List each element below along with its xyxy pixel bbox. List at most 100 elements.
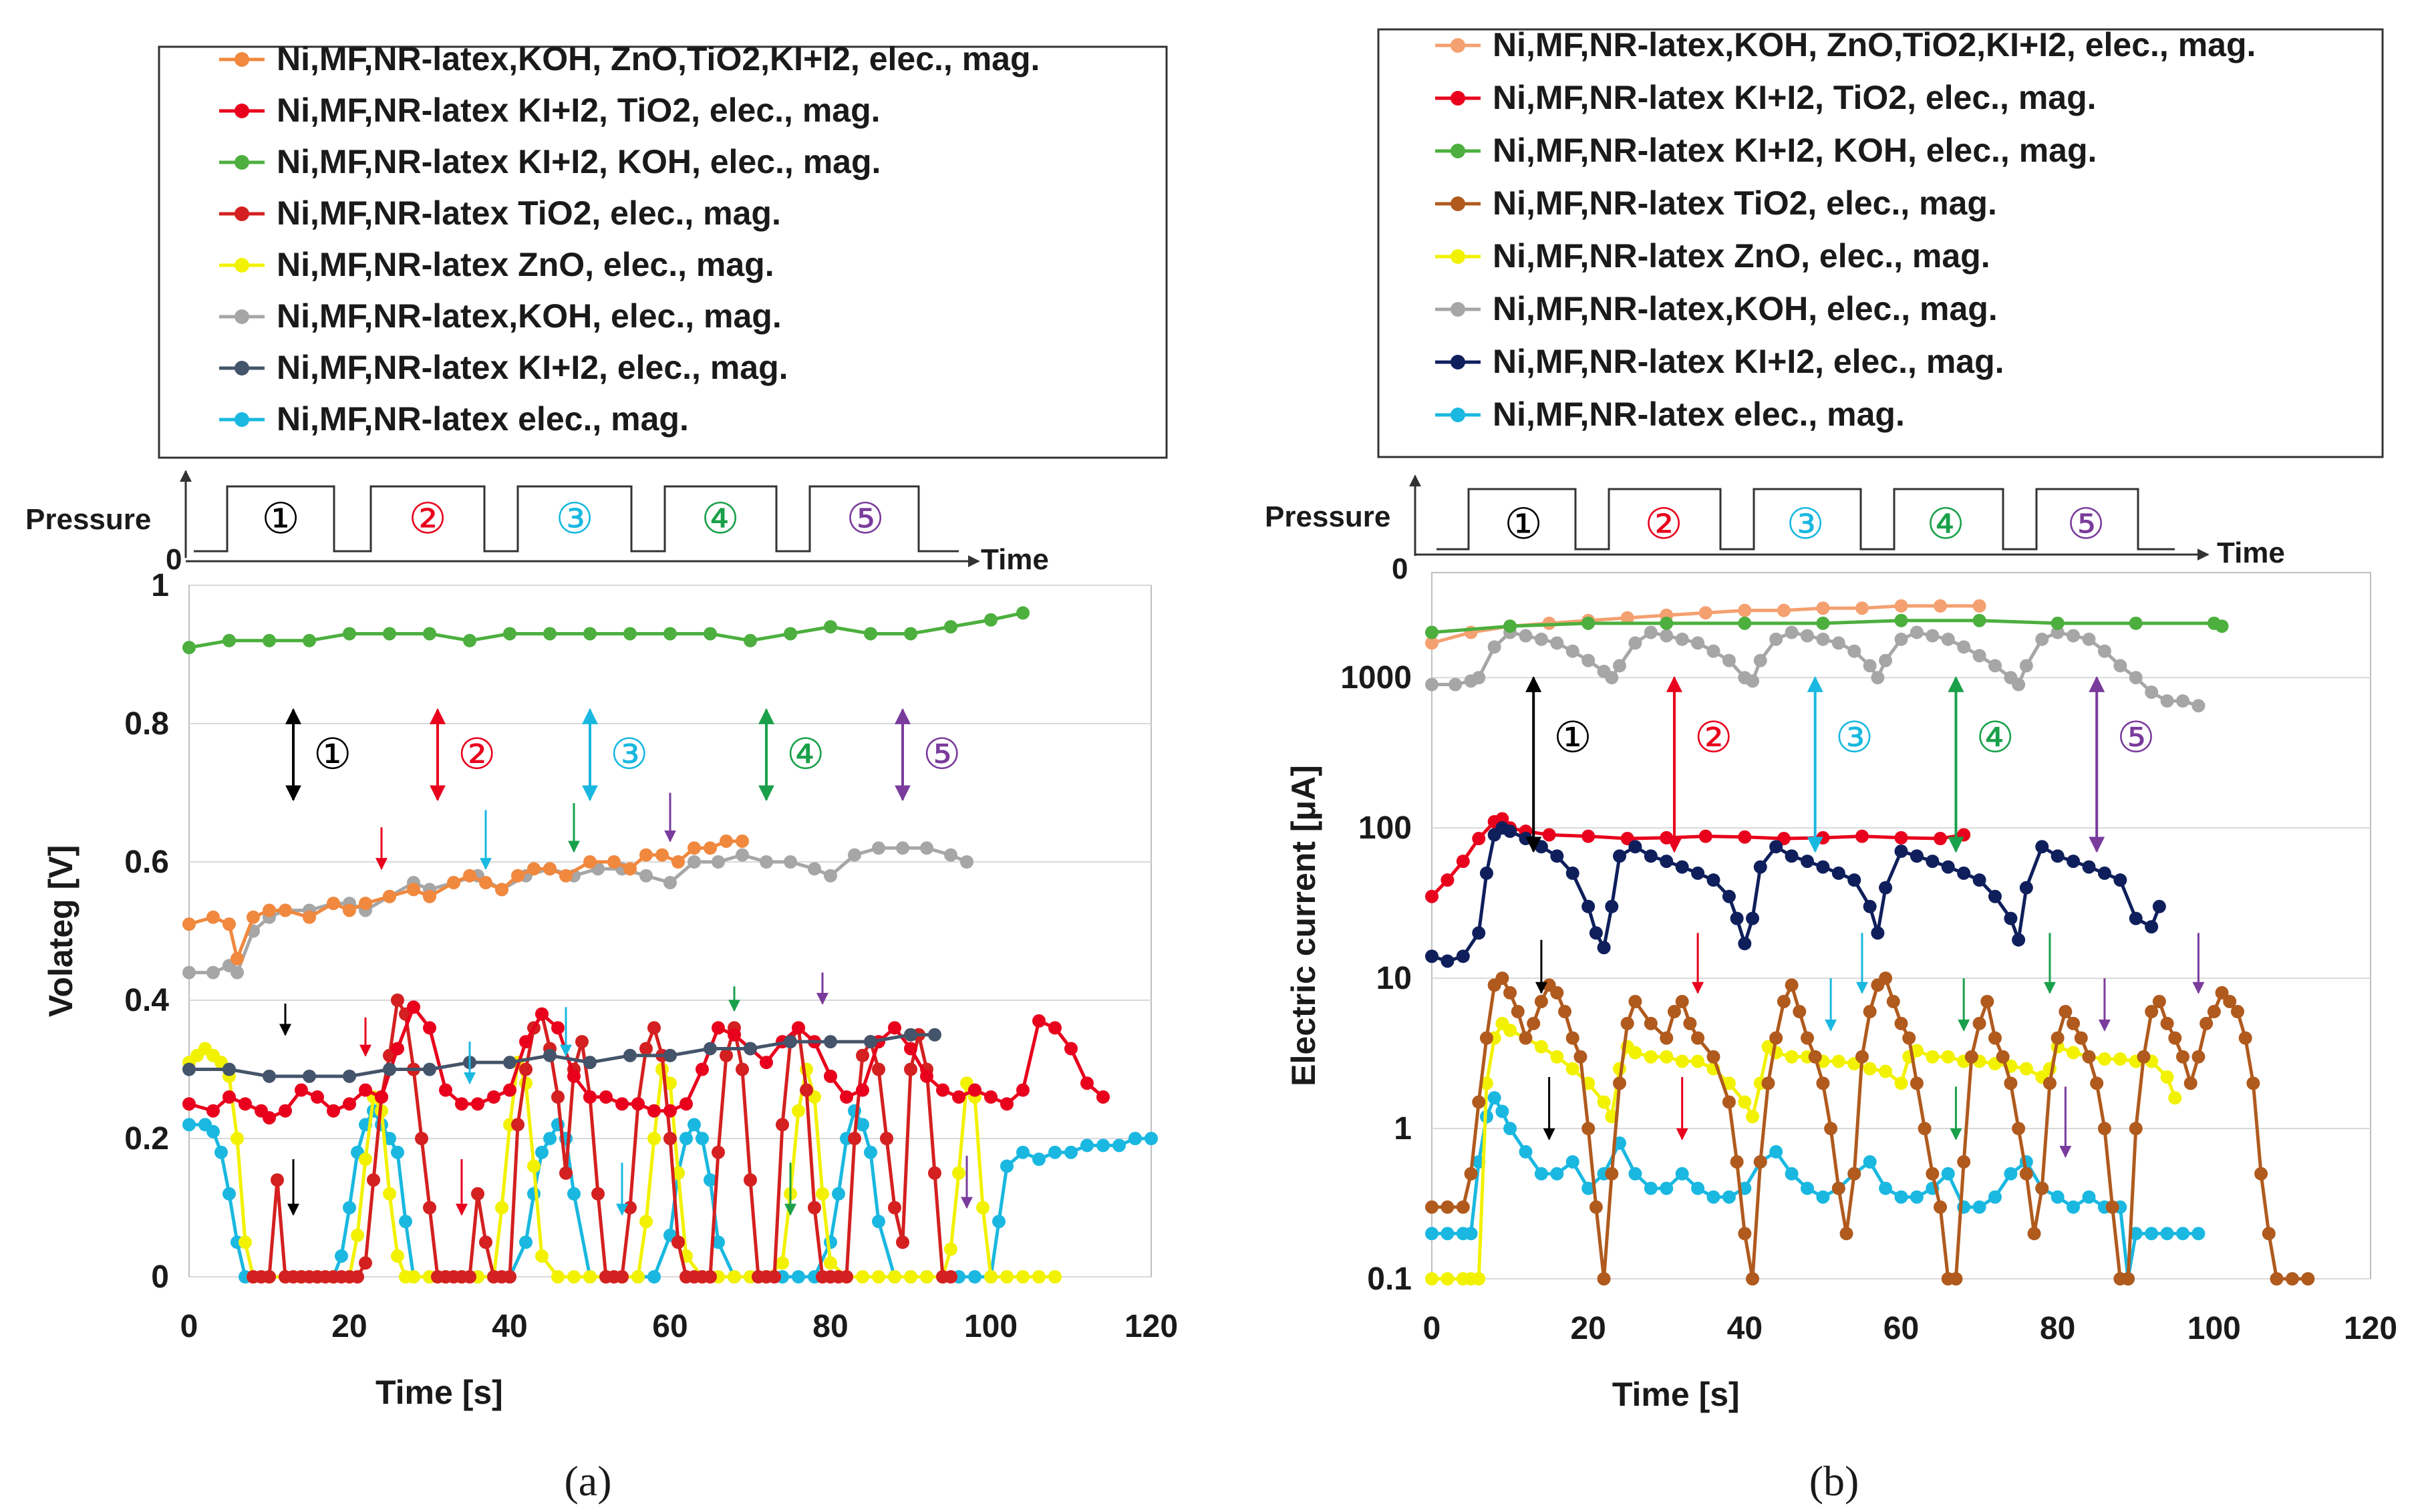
data-point [1831,866,1845,880]
data-point [1988,1031,2002,1045]
data-point [2067,1046,2081,1060]
data-point [1605,1167,1619,1181]
data-point [1934,1200,1948,1214]
data-point [383,1132,396,1145]
data-point [1675,860,1689,874]
data-point [1918,1122,1932,1136]
data-point [1816,1076,1830,1090]
data-point [736,834,749,848]
legend-label: Ni,MF,NR-latex elec., mag. [277,400,689,438]
x-tick-label: 60 [652,1309,688,1344]
data-point [1722,889,1736,903]
data-point [503,1270,516,1283]
data-point [182,1097,196,1111]
data-point [1785,849,1799,863]
data-point [1855,1050,1869,1064]
data-point [728,1028,741,1042]
data-point [1128,1132,1142,1145]
data-point [535,1249,549,1263]
data-point [383,889,396,903]
legend-swatch-marker [1451,408,1465,422]
data-point [2160,1070,2174,1084]
data-point [1511,1005,1525,1019]
data-point [2191,1227,2206,1241]
data-point [1565,1155,1579,1169]
data-point [351,1270,364,1283]
data-point [1628,1167,1642,1181]
data-point [872,1062,885,1076]
data-point [1503,986,1517,1000]
data-point [864,627,877,641]
data-point [952,1090,965,1104]
data-point [519,1062,533,1076]
data-point [2051,616,2065,630]
caption-a: (a) [564,1457,611,1505]
data-point [744,1173,757,1187]
data-point [1722,1095,1736,1109]
data-point [776,1118,789,1132]
data-point [279,1104,292,1118]
data-point [1769,840,1783,854]
data-point [1839,1227,1853,1241]
data-point [615,1270,629,1283]
data-point [1527,1016,1541,1030]
data-point [872,1270,885,1283]
data-point [1972,873,1986,887]
data-point [1934,832,1948,846]
data-point [2004,1076,2018,1090]
data-point [704,1042,717,1056]
data-point [1941,860,1955,874]
data-point [2121,1272,2135,1286]
data-point [1503,824,1517,839]
pressure-zero-label: 0 [166,543,182,576]
data-point [423,1201,436,1215]
data-point [182,917,196,931]
data-point [896,1235,909,1249]
x-tick-label: 100 [964,1309,1018,1344]
data-point [222,1187,236,1201]
data-point [848,848,861,862]
data-point [503,1056,516,1070]
data-point [1894,845,1908,859]
data-point [1753,860,1767,874]
legend-swatch-marker [235,361,249,375]
data-point [559,869,573,883]
data-point [663,627,677,641]
data-point [527,862,541,876]
data-point [2082,632,2096,646]
data-point [1738,937,1752,951]
legend-label: Ni,MF,NR-latex elec., mag. [1493,396,1905,433]
data-point [1503,619,1517,633]
x-tick-label: 0 [180,1309,198,1344]
data-point [1706,1050,1720,1064]
y-tick-label: 1 [1394,1111,1412,1147]
data-point [479,1235,492,1249]
data-point [1644,1181,1658,1195]
data-point [2105,1200,2119,1214]
data-point [543,627,557,641]
data-point [1831,1054,1845,1068]
stage-label: ① [1553,714,1591,763]
data-point [1048,1270,1062,1283]
pressure-time-label: Time [981,543,1049,576]
data-point [1691,1054,1705,1068]
data-point [856,1048,869,1062]
data-point [1644,1016,1658,1030]
data-point [263,1069,276,1083]
data-point [1894,1076,1908,1090]
data-point [1589,1200,1603,1214]
y-tick-label: 10 [1376,961,1412,996]
data-point [1597,1095,1611,1109]
data-point [263,1270,276,1283]
data-point [2097,1122,2111,1136]
series-1 [1425,599,1986,650]
data-point [639,869,653,883]
x-tick-label: 20 [331,1309,367,1344]
data-point [1996,1050,2010,1064]
data-point [864,1035,877,1049]
data-point [647,1132,661,1145]
data-point [1660,1181,1674,1195]
data-point [2027,1227,2041,1241]
legend-label: Ni,MF,NR-latex KI+I2, elec., mag. [1493,343,2004,380]
data-point [2246,1076,2260,1090]
